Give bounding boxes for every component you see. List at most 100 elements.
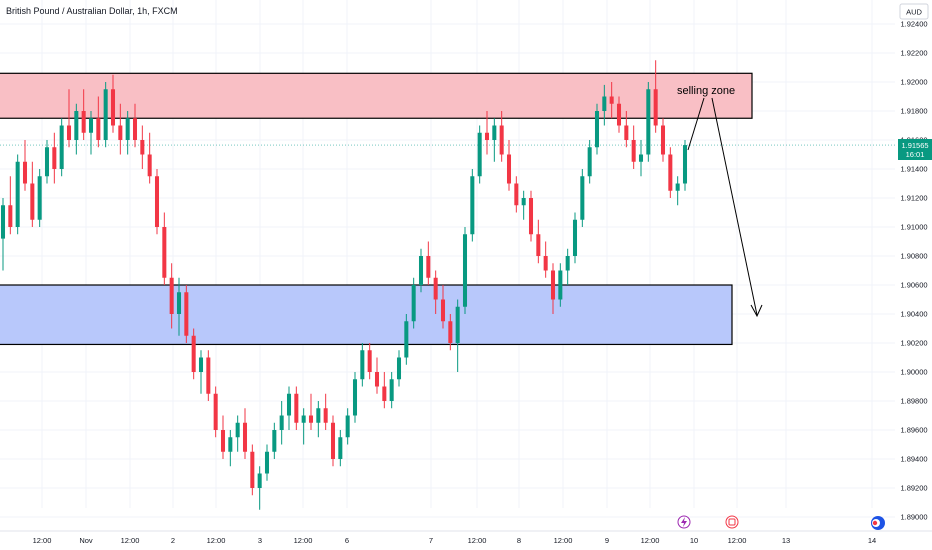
candle-down [374,372,380,387]
y-tick-label: 1.90600 [900,281,927,290]
candle-down [660,125,666,155]
candle-up [682,145,688,184]
y-tick-label: 1.89600 [900,426,927,435]
candle-up [103,89,108,140]
support-zone-rect[interactable] [0,284,733,346]
candle-down [616,103,622,126]
candle-down [382,386,387,401]
candle-down [206,357,211,394]
candle-up [477,132,482,177]
candle-up [345,415,350,438]
x-tick-label: 7 [429,536,433,545]
candle-down [169,277,174,314]
y-tick-label: 1.90400 [900,310,927,319]
earnings-event-icon[interactable] [725,515,739,529]
last-price-value: 1.91565 [901,141,928,150]
candle-up [646,89,651,155]
x-tick-label: 8 [517,536,521,545]
tradingview-logo-icon[interactable] [871,516,885,530]
candle-up [338,437,343,459]
selling-zone-label: selling zone [677,85,735,97]
x-tick-label: 14 [868,536,876,545]
candlestick-series [0,60,688,510]
candle-up [15,161,20,227]
candle-up [264,451,270,474]
candle-down [433,277,438,300]
candle-down [213,393,218,430]
candle-down [52,147,57,169]
candle-up [316,408,321,423]
y-tick-label: 1.91200 [900,194,927,203]
candle-up [587,147,592,177]
candle-up [0,205,6,239]
candle-down [110,89,116,126]
last-price-countdown: 16:01 [906,150,925,159]
y-tick-label: 1.92000 [900,78,927,87]
y-tick-label: 1.91000 [900,223,927,232]
candle-up [638,154,644,162]
y-tick-label: 1.90200 [900,339,927,348]
candle-down [536,234,541,256]
axis-currency-button[interactable] [899,3,929,20]
candle-up [580,176,585,220]
candle-up [301,415,306,423]
drawing-annotations[interactable]: selling zone [677,85,763,318]
y-tick-label: 1.89000 [900,513,927,522]
candle-up [572,219,578,256]
price-axis[interactable]: AUD 1.924001.922001.920001.918001.916001… [898,3,932,522]
candle-up [558,270,563,300]
y-tick-label: 1.91800 [900,107,927,116]
x-tick-label: 12:00 [468,536,487,545]
candle-up [389,379,394,401]
candle-up [59,125,64,169]
x-tick-label: 10 [690,536,698,545]
candle-down [250,451,255,488]
candle-up [228,437,233,452]
y-tick-label: 1.90800 [900,252,927,261]
x-tick-label: 12:00 [728,536,747,545]
x-tick-label: Nov [79,536,93,545]
y-tick-label: 1.92400 [900,20,927,29]
candle-up [360,350,365,380]
candle-down [8,205,13,227]
axis-currency-label: AUD [906,8,922,17]
candle-down [631,140,636,162]
candle-up [257,473,262,488]
candle-down [624,125,629,140]
candle-up [279,415,284,430]
candle-down [528,198,534,235]
chart-title: British Pound / Australian Dollar, 1h, F… [6,6,178,16]
candle-down [550,270,556,300]
x-tick-label: 9 [605,536,609,545]
candle-down [140,140,145,155]
arrow-head-icon [750,304,763,318]
candle-up [286,393,292,416]
x-tick-label: 12:00 [554,536,573,545]
last-price-badge [898,139,932,160]
candle-down [184,292,189,336]
annotation-pointer-line [687,97,705,151]
candle-up [235,422,240,438]
candle-up [176,292,182,314]
event-markers[interactable] [677,515,739,529]
projection-arrow-line [711,97,758,316]
candle-down [30,183,35,220]
candle-down [448,321,453,343]
selling-zone-rect[interactable] [0,72,753,119]
candle-down [543,256,548,271]
x-tick-label: 12:00 [207,536,226,545]
time-axis[interactable]: 12:00 Nov 12:00 2 12:00 3 12:00 6 7 12:00 8 12:00 9 1… [0,530,932,545]
candle-up [74,111,79,140]
candle-down [609,96,614,104]
x-tick-label: 12:00 [33,536,52,545]
candle-up [455,306,460,343]
candle-up [418,256,424,285]
candle-up [462,234,468,307]
candle-up [272,430,277,452]
candle-up [404,321,409,358]
candle-down [66,125,72,140]
candle-up [44,147,50,177]
y-tick-label: 1.90000 [900,368,927,377]
x-tick-label: 12:00 [294,536,313,545]
